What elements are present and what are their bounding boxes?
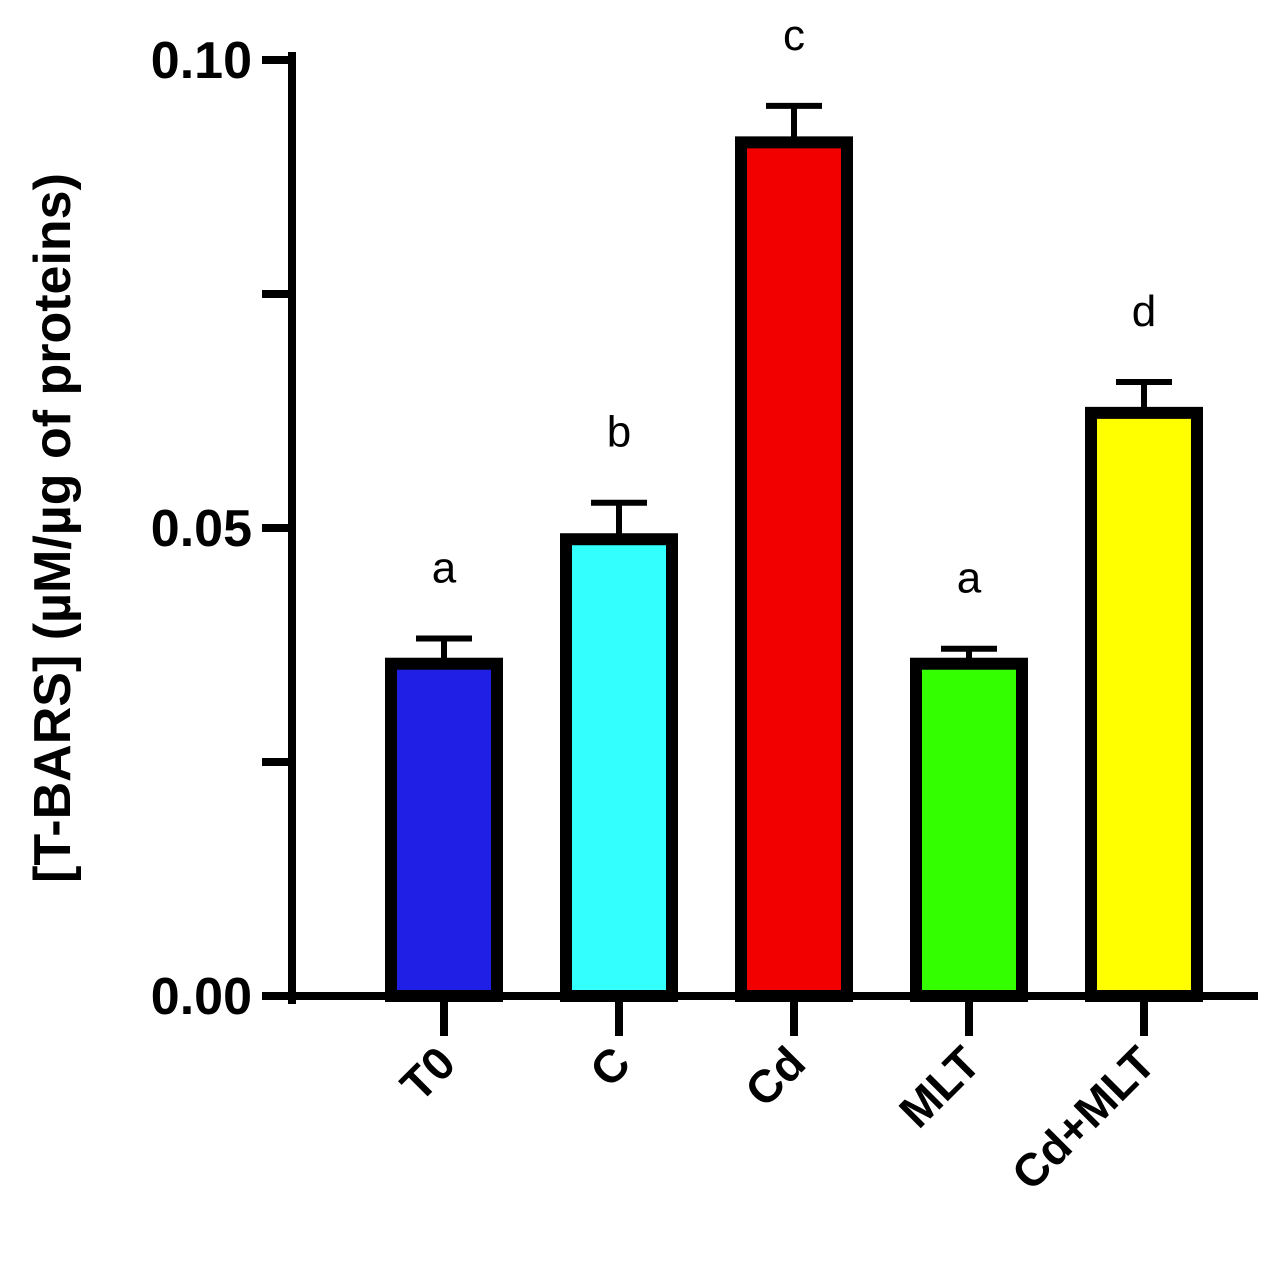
x-tick-label: T0 xyxy=(390,1036,465,1111)
x-tick-label: Cd xyxy=(735,1036,815,1116)
bar-mlt xyxy=(910,657,1028,1002)
y-tick-label: 0.05 xyxy=(151,500,252,558)
significance-label: a xyxy=(432,543,457,592)
x-tick-label: MLT xyxy=(889,1036,990,1137)
bar-t0 xyxy=(385,657,503,1002)
bars xyxy=(385,102,1203,1003)
significance-label: a xyxy=(957,554,982,603)
y-axis-title: [T-BARS] (µM/µg of proteins) xyxy=(24,173,82,883)
bar-cd-mlt xyxy=(1085,406,1203,1002)
significance-label: c xyxy=(783,11,805,60)
significance-label: d xyxy=(1132,287,1156,336)
y-tick-label: 0.00 xyxy=(151,968,252,1026)
x-tick-label: Cd+MLT xyxy=(1002,1036,1166,1200)
x-tick-label: C xyxy=(580,1036,640,1096)
bar-c xyxy=(560,533,678,1002)
bar-cd xyxy=(735,136,853,1003)
significance-label: b xyxy=(607,408,631,457)
y-tick-label: 0.10 xyxy=(151,32,252,90)
